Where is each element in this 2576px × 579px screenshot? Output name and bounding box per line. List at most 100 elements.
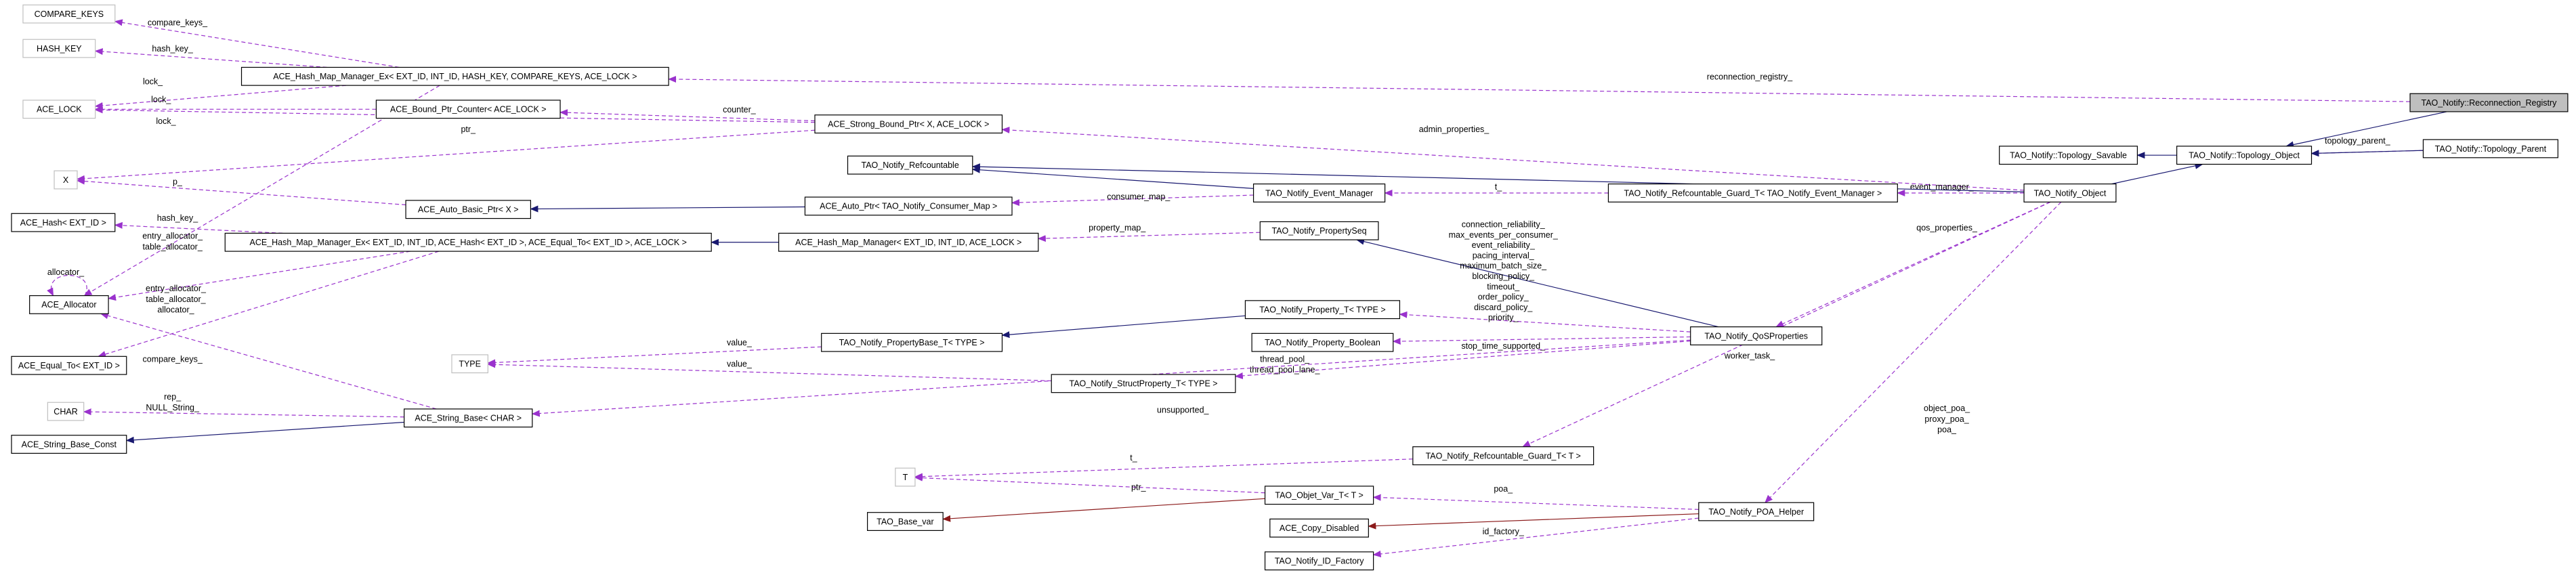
edge xyxy=(1356,238,1719,328)
edge-label: blocking_policy_ xyxy=(1472,272,1535,281)
edge-label: consumer_map_ xyxy=(1107,192,1170,201)
class-label: TYPE xyxy=(459,360,481,369)
class-label: ACE_String_Base< CHAR > xyxy=(415,414,522,423)
class-node xyxy=(847,155,973,175)
edge xyxy=(2310,150,2424,157)
class-node xyxy=(11,356,127,375)
edge xyxy=(1775,201,2050,328)
edge xyxy=(114,221,283,234)
class-node xyxy=(54,170,78,190)
class-label: HASH_KEY xyxy=(37,44,82,53)
edge xyxy=(914,474,1265,494)
class-node xyxy=(1244,300,1401,320)
edge xyxy=(98,251,440,358)
edge xyxy=(83,85,440,297)
class-label: ACE_Bound_Ptr_Counter< ACE_LOCK > xyxy=(390,105,547,114)
edge-label: compare_keys_ xyxy=(143,354,203,364)
edge-label: id_factory_ xyxy=(1483,527,1525,536)
class-node xyxy=(22,4,116,24)
edge-label: p_ xyxy=(173,177,183,187)
edge xyxy=(1037,232,1261,242)
edge xyxy=(1392,336,1691,345)
class-label: TAO_Notify_QoSProperties xyxy=(1704,331,1808,341)
edge xyxy=(108,251,411,301)
class-node xyxy=(895,467,916,487)
class-label: TAO_Notify::Reconnection_Registry xyxy=(2422,98,2558,108)
edge-label: admin_properties_ xyxy=(1419,125,1490,134)
edge-label: lock_ xyxy=(156,116,176,126)
class-label: TAO_Base_var xyxy=(877,517,934,526)
edge xyxy=(531,339,1691,417)
edge-label: hash_key_ xyxy=(152,44,194,53)
edge-label: event_reliability_ xyxy=(1472,240,1536,250)
edge xyxy=(1372,494,1699,510)
edge-label: counter_ xyxy=(723,105,757,114)
class-node xyxy=(1259,221,1379,240)
edge-label: table_allocator_ xyxy=(143,242,203,251)
class-label: ACE_LOCK xyxy=(37,105,82,114)
edge-label: lock_ xyxy=(151,95,171,104)
edge xyxy=(47,274,87,297)
edge-label: ptr_ xyxy=(461,125,476,134)
edge xyxy=(1368,513,1699,530)
class-label: T xyxy=(903,473,908,482)
class-label: TAO_Notify_Refcountable xyxy=(862,160,959,170)
edge xyxy=(971,166,1254,189)
class-node xyxy=(224,232,712,252)
class-label: TAO_Notify_Property_T< TYPE > xyxy=(1259,305,1385,314)
edge xyxy=(914,458,1413,480)
class-label: CHAR xyxy=(54,407,77,416)
edge-label: hash_key_ xyxy=(157,213,199,223)
edge-label: rep_ xyxy=(164,392,182,402)
class-label: TAO_Notify_Object xyxy=(2034,188,2107,198)
edge xyxy=(1765,201,2062,503)
class-node xyxy=(821,333,1003,352)
class-label: TAO_Objet_Var_T< T > xyxy=(1275,491,1363,500)
edge-label: lock_ xyxy=(143,77,163,87)
edge-label: object_poa_ xyxy=(1924,404,1970,413)
class-node xyxy=(22,100,96,119)
edges: compare_keys_ hash_key_ lock_ lock_ lock_ rec… xyxy=(47,18,2447,557)
edge-label: connection_reliability_ xyxy=(1462,220,1546,230)
edge-label: poa_ xyxy=(1494,484,1513,494)
class-node xyxy=(1412,446,1595,465)
class-node xyxy=(29,295,109,314)
class-node xyxy=(1269,518,1369,538)
class-label: ACE_Hash_Map_Manager_Ex< EXT_ID, INT_ID,… xyxy=(249,238,686,247)
edge xyxy=(1372,517,1699,557)
class-node xyxy=(375,100,561,119)
class-label: TAO_Notify_ID_Factory xyxy=(1275,557,1365,566)
class-node xyxy=(11,435,127,454)
class-label: TAO_Notify_Refcountable_Guard_T< TAO_Not… xyxy=(1624,188,1882,198)
class-label: ACE_Equal_To< EXT_ID > xyxy=(18,361,120,370)
edge-label: compare_keys_ xyxy=(148,18,208,27)
class-label: TAO_Notify_Refcountable_Guard_T< T > xyxy=(1426,451,1581,460)
edge-label: reconnection_registry_ xyxy=(1707,72,1794,81)
class-node xyxy=(451,354,488,374)
edge xyxy=(559,109,816,122)
edge-label: entry_allocator_ xyxy=(146,284,207,293)
class-node xyxy=(11,213,116,232)
edge-label: order_policy_ xyxy=(1478,293,1529,302)
edge xyxy=(487,361,1052,381)
edge-label: allocator_ xyxy=(157,305,194,315)
edge-label: pacing_interval_ xyxy=(1473,251,1535,260)
class-label: TAO_Notify_POA_Helper xyxy=(1708,507,1804,517)
edge-label: t_ xyxy=(1130,453,1137,463)
edge-label: poa_ xyxy=(1937,425,1957,435)
class-node xyxy=(804,196,1013,216)
edge-label: table_allocator_ xyxy=(146,295,206,304)
class-node xyxy=(2176,146,2313,165)
edge xyxy=(2285,111,2447,148)
edge-label: timeout_ xyxy=(1487,282,1520,291)
edge xyxy=(100,312,437,410)
edge xyxy=(1399,311,1691,333)
edge-label: allocator_ xyxy=(47,267,85,277)
edge-label: thread_pool_ xyxy=(1260,354,1310,364)
edge-label: ptr_ xyxy=(1131,483,1147,492)
class-label: TAO_Notify::Topology_Object xyxy=(2189,150,2300,160)
class-label: TAO_Notify_PropertySeq xyxy=(1272,226,1367,236)
edge xyxy=(530,205,805,213)
edge xyxy=(94,48,327,68)
